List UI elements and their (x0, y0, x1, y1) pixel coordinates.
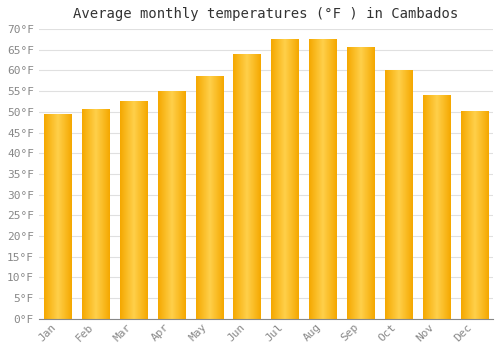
Title: Average monthly temperatures (°F ) in Cambados: Average monthly temperatures (°F ) in Ca… (74, 7, 458, 21)
